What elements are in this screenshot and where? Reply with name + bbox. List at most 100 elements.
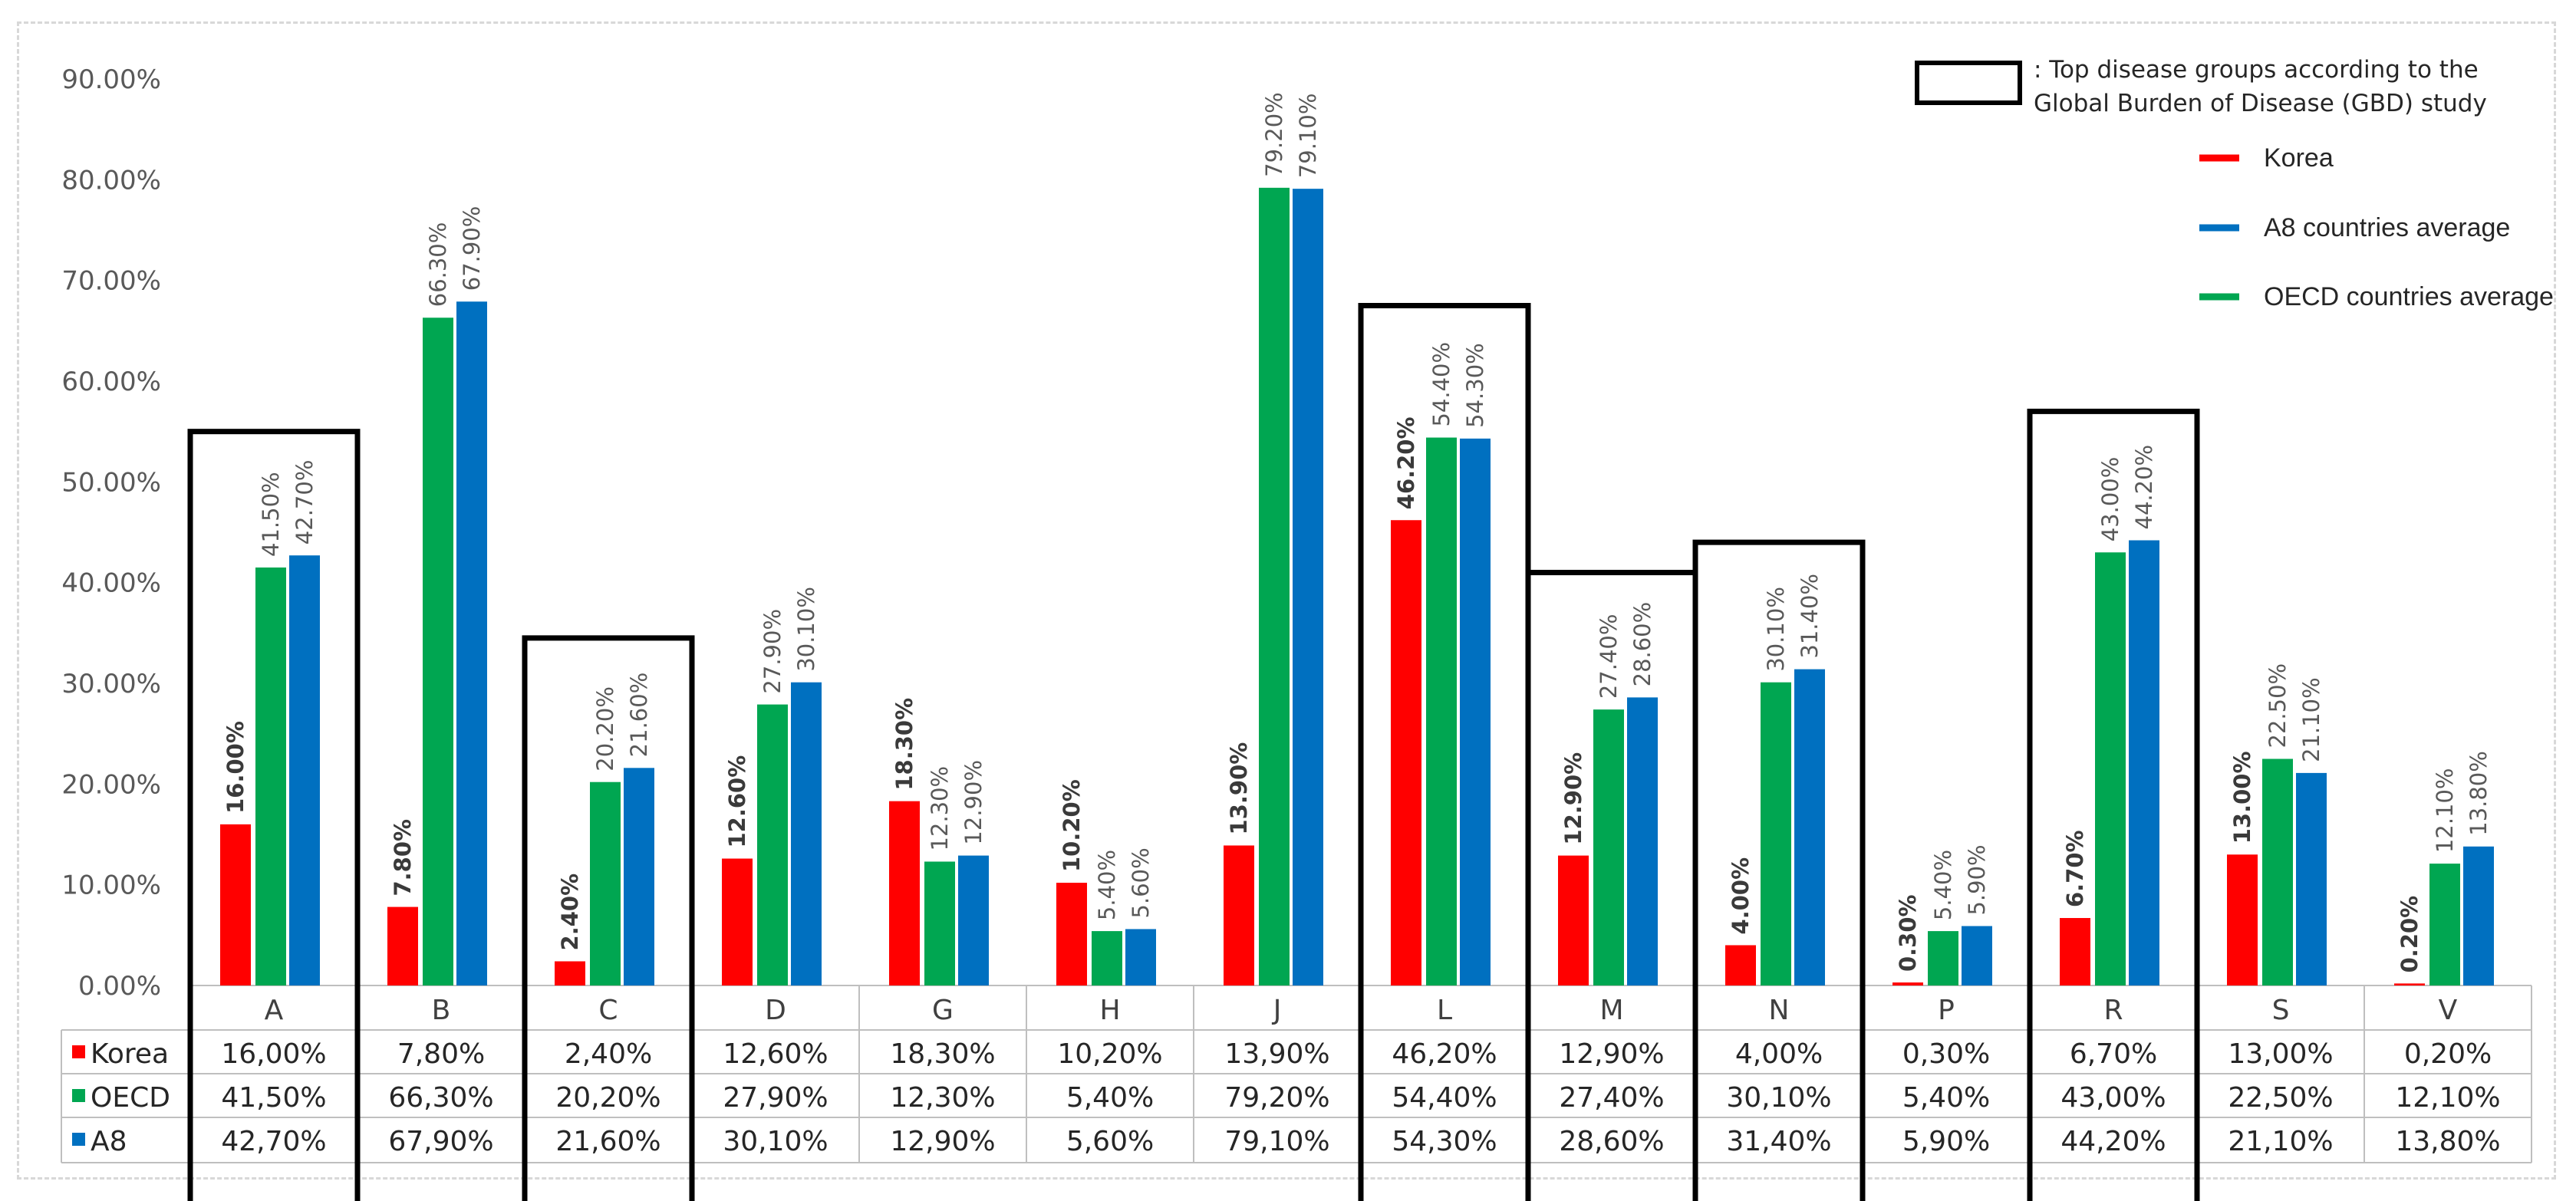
row-marker-oecd bbox=[72, 1089, 85, 1102]
data-label: 41.50% bbox=[258, 472, 284, 557]
y-tick-label: 70.00% bbox=[61, 266, 161, 297]
bar-a8-l bbox=[1460, 438, 1491, 985]
table-cell: 13,00% bbox=[2228, 1038, 2333, 1070]
data-label: 43.00% bbox=[2097, 457, 2123, 542]
bar-korea-b bbox=[387, 907, 418, 985]
table-cell: 12,30% bbox=[890, 1082, 995, 1114]
data-label: 2.40% bbox=[557, 874, 583, 951]
x-tick-label: M bbox=[1599, 995, 1623, 1026]
table-cell: 12,60% bbox=[723, 1038, 828, 1070]
table-cell: 27,90% bbox=[723, 1082, 828, 1114]
table-cell: 31,40% bbox=[1726, 1126, 1831, 1157]
table-cell: 42,70% bbox=[221, 1126, 326, 1157]
bar-oecd-p bbox=[1928, 931, 1958, 985]
y-tick-label: 50.00% bbox=[61, 467, 161, 498]
x-tick-label: D bbox=[765, 995, 786, 1026]
y-tick-label: 40.00% bbox=[61, 568, 161, 599]
table-cell: 41,50% bbox=[221, 1082, 326, 1114]
y-tick-label: 10.00% bbox=[61, 870, 161, 901]
table-cell: 4,00% bbox=[1735, 1038, 1823, 1070]
data-label: 79.10% bbox=[1295, 94, 1321, 179]
bar-korea-j bbox=[1224, 845, 1254, 985]
data-label: 30.10% bbox=[793, 587, 819, 672]
bar-oecd-n bbox=[1761, 682, 1791, 985]
bar-oecd-v bbox=[2429, 864, 2460, 985]
table-cell: 0,20% bbox=[2404, 1038, 2492, 1070]
x-tick-label: P bbox=[1938, 995, 1955, 1026]
x-tick-label: B bbox=[432, 995, 451, 1026]
y-tick-label: 0.00% bbox=[78, 971, 161, 1002]
x-tick-label: L bbox=[1437, 995, 1452, 1026]
legend-label: OECD countries average bbox=[2264, 282, 2554, 311]
data-label: 16.00% bbox=[222, 721, 249, 814]
table-cell: 30,10% bbox=[1726, 1082, 1831, 1114]
data-label: 10.20% bbox=[1059, 779, 1085, 872]
table-cell: 5,60% bbox=[1066, 1126, 1154, 1157]
data-label: 42.70% bbox=[292, 460, 318, 545]
data-label: 54.40% bbox=[1428, 342, 1454, 427]
table-cell: 13,90% bbox=[1224, 1038, 1329, 1070]
data-label: 12.90% bbox=[960, 760, 987, 845]
legend-highlight-swatch bbox=[1915, 61, 2022, 105]
data-label: 79.20% bbox=[1261, 92, 1287, 177]
highlight-box-c bbox=[522, 635, 695, 1201]
bar-korea-a bbox=[220, 824, 251, 985]
bar-a8-a bbox=[289, 555, 320, 985]
table-cell: 5,90% bbox=[1902, 1126, 1990, 1157]
table-cell: 12,10% bbox=[2395, 1082, 2500, 1114]
table-cell: 5,40% bbox=[1902, 1082, 1990, 1114]
bar-oecd-j bbox=[1259, 187, 1290, 986]
bar-a8-s bbox=[2296, 772, 2327, 985]
bar-korea-m bbox=[1558, 855, 1589, 985]
table-cell: 54,30% bbox=[1392, 1126, 1497, 1157]
table-cell: 0,30% bbox=[1902, 1038, 1990, 1070]
table-cell: 30,10% bbox=[723, 1126, 828, 1157]
highlight-note-line1: : Top disease groups according to the bbox=[2034, 56, 2479, 84]
row-marker-a8 bbox=[72, 1133, 85, 1146]
x-tick-label: H bbox=[1099, 995, 1120, 1026]
bar-oecd-m bbox=[1593, 709, 1624, 985]
table-cell: 10,20% bbox=[1057, 1038, 1162, 1070]
table-cell: 5,40% bbox=[1066, 1082, 1154, 1114]
table-row-label: A8 bbox=[91, 1126, 127, 1157]
bar-korea-d bbox=[722, 858, 753, 985]
x-tick-label: N bbox=[1769, 995, 1790, 1026]
bar-oecd-c bbox=[590, 781, 621, 985]
x-tick-label: J bbox=[1272, 995, 1282, 1026]
data-label: 27.40% bbox=[1596, 614, 1622, 699]
bar-oecd-r bbox=[2095, 552, 2126, 985]
bar-a8-h bbox=[1125, 929, 1156, 985]
table-cell: 22,50% bbox=[2228, 1082, 2333, 1114]
data-label: 12.10% bbox=[2432, 768, 2458, 854]
table-cell: 13,80% bbox=[2395, 1126, 2500, 1157]
bar-korea-c bbox=[555, 961, 585, 985]
highlight-box-r bbox=[2027, 408, 2200, 1201]
table-cell: 79,20% bbox=[1224, 1082, 1329, 1114]
bar-a8-m bbox=[1627, 697, 1658, 985]
data-label: 21.10% bbox=[2298, 677, 2324, 762]
bar-oecd-h bbox=[1092, 931, 1122, 985]
data-label: 5.90% bbox=[1964, 844, 1990, 915]
bar-a8-j bbox=[1293, 189, 1323, 986]
y-tick-label: 80.00% bbox=[61, 165, 161, 196]
table-cell: 20,20% bbox=[555, 1082, 660, 1114]
highlight-box-a bbox=[187, 429, 361, 1201]
table-row-label: Korea bbox=[91, 1038, 169, 1070]
data-label: 13.00% bbox=[2229, 751, 2255, 844]
bar-korea-l bbox=[1391, 520, 1421, 985]
data-label: 30.10% bbox=[1763, 587, 1789, 672]
data-label: 31.40% bbox=[1797, 574, 1823, 659]
data-label: 13.90% bbox=[1226, 742, 1252, 835]
data-label: 0.20% bbox=[2396, 896, 2423, 973]
data-label: 12.90% bbox=[1560, 752, 1586, 845]
highlight-box-n bbox=[1692, 539, 1866, 1201]
bar-a8-g bbox=[958, 855, 989, 985]
y-tick-label: 20.00% bbox=[61, 769, 161, 800]
table-cell: 79,10% bbox=[1224, 1126, 1329, 1157]
data-label: 5.40% bbox=[1930, 850, 1956, 920]
data-label: 46.20% bbox=[1393, 416, 1419, 509]
table-cell: 43,00% bbox=[2060, 1082, 2166, 1114]
table-cell: 54,40% bbox=[1392, 1082, 1497, 1114]
bar-a8-d bbox=[791, 682, 822, 985]
